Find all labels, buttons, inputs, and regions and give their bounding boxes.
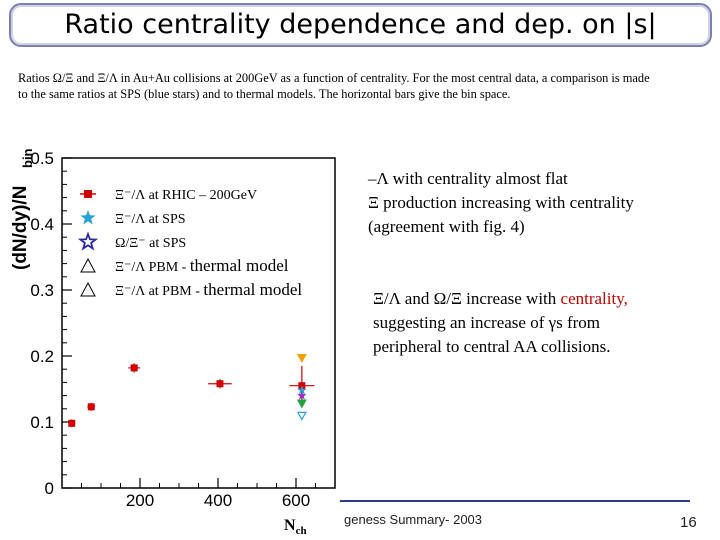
data-point <box>68 419 76 427</box>
legend-label: Ξ⁻/Λ PBM - thermal model <box>115 256 289 275</box>
chart-points <box>68 353 315 428</box>
y-axis-label-subscript: bin <box>20 148 35 168</box>
legend-marker-triangle <box>80 257 96 273</box>
comparison-triangle <box>296 353 307 363</box>
data-point <box>130 364 138 372</box>
x-tick-label: 200 <box>126 491 154 510</box>
ratio-chart: 0 0.1 0.2 0.3 0.4 0.5 200 400 600 Ξ⁻/Λ at RHIC –… <box>10 148 336 510</box>
legend-label-part: thermal model <box>203 280 302 299</box>
data-point <box>87 403 95 411</box>
note-line-4: Ξ/Λ and Ω/Ξ increase with centrality, <box>373 287 713 311</box>
note-line-3: (agreement with fig. 4) <box>368 217 525 236</box>
comparison-triangle-open <box>296 411 307 421</box>
chart-ticks: 0 0.1 0.2 0.3 0.4 0.5 200 400 600 <box>30 149 316 510</box>
note-line-4b: centrality, <box>560 289 628 308</box>
data-point <box>216 380 224 388</box>
y-tick-label: 0 <box>45 479 54 498</box>
note-upper: –Λ with centrality almost flat Ξ product… <box>368 167 708 239</box>
x-tick-label: 600 <box>282 491 310 510</box>
comparison-triangle <box>296 399 307 409</box>
note-line-2: Ξ production increasing with centrality <box>368 193 634 212</box>
y-tick-label: 0.5 <box>30 149 54 168</box>
x-tick-label: 400 <box>204 491 232 510</box>
legend-label-part: Ξ⁻/Λ at PBM - <box>115 284 203 299</box>
figure-caption: Ratios Ω/Ξ and Ξ/Λ in Au+Au collisions a… <box>18 71 650 101</box>
legend-label-part: thermal model <box>190 256 289 275</box>
legend-label: Ξ⁻/Λ at RHIC – 200GeV <box>115 188 257 203</box>
plot-frame <box>61 157 336 489</box>
footer-text: geness Summary- 2003 <box>344 512 483 527</box>
legend-label: Ξ⁻/Λ at PBM - thermal model <box>115 280 302 299</box>
legend-marker-star <box>77 231 99 251</box>
comparison-star <box>297 390 307 400</box>
title-box: Ratio centrality dependence and dep. on … <box>9 3 712 47</box>
chart-legend: Ξ⁻/Λ at RHIC – 200GeV Ξ⁻/Λ at SPS Ω/Ξ⁻ at … <box>77 188 302 299</box>
legend-marker-square <box>84 190 92 198</box>
slide-title: Ratio centrality dependence and dep. on … <box>64 9 657 40</box>
x-axis-label: Nch <box>284 517 307 538</box>
legend-marker-star <box>80 210 96 225</box>
note-line-6: peripheral to central AA collisions. <box>373 337 611 356</box>
legend-label: Ξ⁻/Λ at SPS <box>115 212 186 227</box>
legend-label: Ω/Ξ⁻ at SPS <box>115 236 186 251</box>
y-axis-label: (dN/dy)/N <box>10 186 31 270</box>
y-tick-label: 0.4 <box>30 215 54 234</box>
note-lower: Ξ/Λ and Ω/Ξ increase with centrality, su… <box>373 287 713 359</box>
chart-axes <box>61 157 336 489</box>
y-tick-label: 0.1 <box>30 413 54 432</box>
comparison-star <box>297 385 307 395</box>
page-number: 16 <box>680 514 697 531</box>
y-tick-label: 0.2 <box>30 347 54 366</box>
note-line-4a: Ξ/Λ and Ω/Ξ increase with <box>373 289 561 308</box>
note-line-5: suggesting an increase of γs from <box>373 313 601 332</box>
y-tick-label: 0.3 <box>30 281 54 300</box>
legend-label-part: Ξ⁻/Λ PBM - <box>115 260 190 275</box>
legend-marker-triangle <box>80 281 96 297</box>
note-line-1: –Λ with centrality almost flat <box>368 169 568 188</box>
footer-divider <box>340 500 690 502</box>
